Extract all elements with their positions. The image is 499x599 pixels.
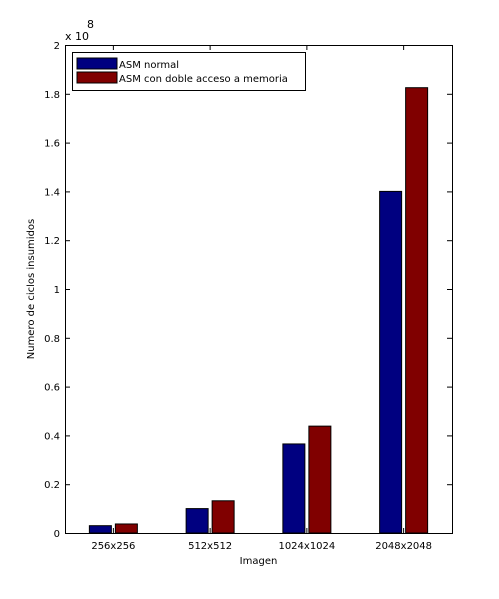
y-tick-label: 1.2: [44, 236, 60, 247]
y-tick-label: 1: [54, 285, 60, 296]
bar-asm-normal-256x256: [88, 525, 112, 534]
bar-asm-normal-512x512: [185, 508, 209, 534]
x-axis-label: Imagen: [240, 556, 278, 567]
y-tick-label: 0.8: [44, 334, 60, 345]
y-multiplier-label: x 10: [65, 30, 89, 43]
bar-asm-normal-2048x2048: [379, 190, 403, 534]
legend-swatch-asm-normal: [76, 57, 118, 70]
bar-asm-doble-256x256: [114, 523, 138, 534]
y-tick-label: 1.8: [44, 90, 60, 101]
y-axis-label: Numero de ciclos insumidos: [26, 219, 37, 360]
y-tick-label: 0.4: [44, 431, 60, 442]
y-tick-label: 1.4: [44, 187, 60, 198]
bar-asm-doble-1024x1024: [308, 425, 332, 534]
y-tick-label: 0: [54, 529, 60, 540]
legend-label-asm-normal: ASM normal: [119, 60, 179, 71]
bar-asm-doble-512x512: [211, 500, 235, 534]
y-tick-label: 2: [54, 41, 60, 52]
legend: ASM normal ASM con doble acceso a memori…: [72, 52, 306, 91]
y-tick-label: 0.2: [44, 480, 60, 491]
x-tick-label: 512x512: [188, 541, 232, 552]
y-tick-label: 0.6: [44, 383, 60, 394]
legend-swatch-asm-doble: [76, 71, 118, 84]
plot-frame: [65, 45, 453, 534]
y-tick-label: 1.6: [44, 139, 60, 150]
bars: [88, 87, 429, 534]
x-tick-label: 256x256: [91, 541, 135, 552]
x-tick-label: 2048x2048: [375, 541, 432, 552]
bar-asm-doble-2048x2048: [405, 87, 429, 534]
x-tick-label: 1024x1024: [278, 541, 335, 552]
legend-label-asm-doble: ASM con doble acceso a memoria: [119, 74, 288, 85]
axis-ticks: 256x256 512x512 1024x1024 2048x2048 0 0.2 0.4 0…: [44, 41, 452, 552]
bar-asm-normal-1024x1024: [282, 443, 306, 534]
y-multiplier-exponent: 8: [87, 18, 94, 31]
